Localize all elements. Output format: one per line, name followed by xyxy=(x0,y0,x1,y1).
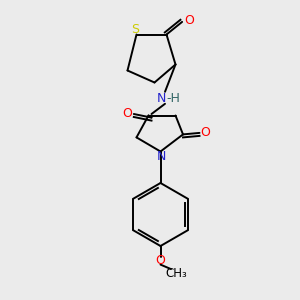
Text: O: O xyxy=(184,14,194,27)
Text: N: N xyxy=(156,150,166,164)
Text: O: O xyxy=(201,126,210,140)
Text: O: O xyxy=(123,107,132,120)
Text: O: O xyxy=(156,254,165,267)
Text: S: S xyxy=(131,22,139,36)
Text: -H: -H xyxy=(167,92,180,105)
Text: N: N xyxy=(157,92,166,105)
Text: CH₃: CH₃ xyxy=(165,267,187,280)
